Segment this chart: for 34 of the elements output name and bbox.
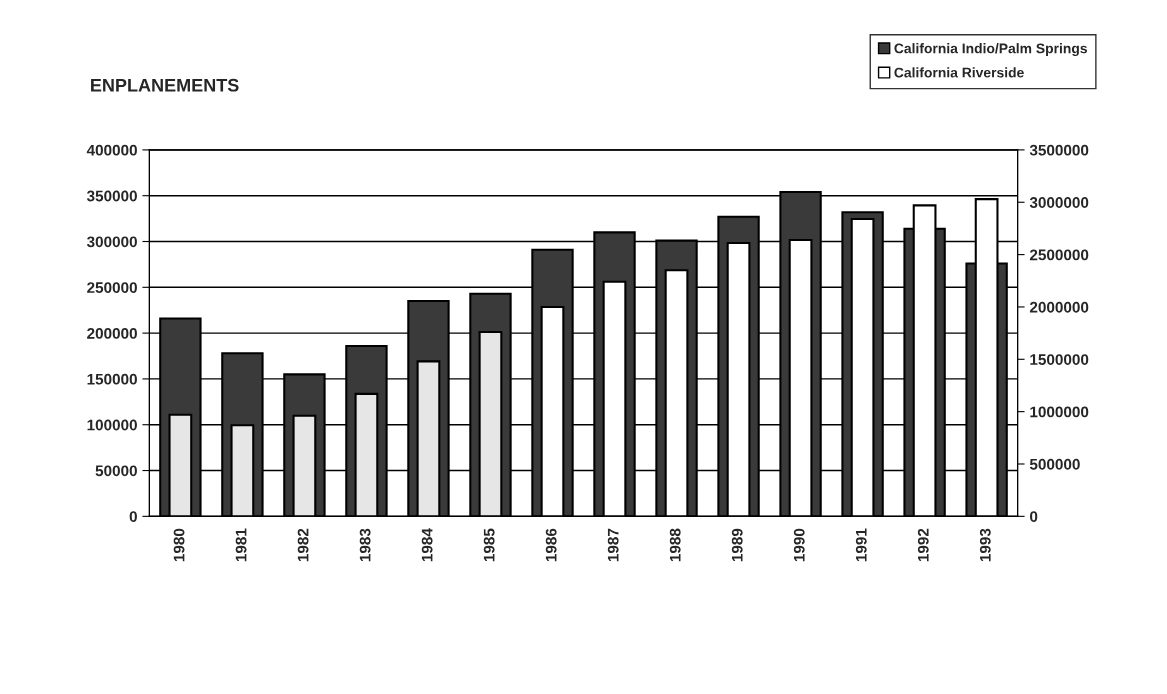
x-tick-label: 1990 [793, 528, 805, 562]
y-tick-label: 0 [129, 511, 137, 523]
y2-tick-label: 3500000 [1029, 144, 1089, 156]
y-tick-label: 100000 [87, 419, 137, 431]
x-tick-label: 1985 [483, 528, 495, 562]
y-tick-label: 150000 [87, 373, 137, 385]
y-tick-label: 400000 [86, 144, 137, 156]
y2-tick-label: 500000 [1029, 458, 1080, 470]
y2-tick-label: 3000000 [1029, 197, 1089, 208]
x-tick-label: 1986 [545, 528, 557, 562]
y-tick-label: 250000 [87, 282, 137, 293]
y2-tick-label: 1500000 [1030, 354, 1089, 365]
legend-label: California Indio/Palm Springs [894, 43, 1087, 57]
x-tick-label: 1983 [359, 528, 371, 562]
x-tick-label: 1991 [855, 528, 867, 562]
x-tick-label: 1988 [669, 528, 681, 562]
x-tick-label: 1980 [173, 528, 185, 562]
y2-tick-label: 1000000 [1030, 406, 1089, 418]
y2-tick-label: 2000000 [1029, 301, 1089, 313]
y-tick-label: 350000 [86, 190, 137, 202]
y2-tick-label: 0 [1030, 511, 1038, 523]
x-tick-label: 1992 [917, 528, 929, 562]
legend-label: California Riverside [894, 67, 1024, 78]
y-tick-label: 50000 [95, 465, 137, 477]
x-tick-label: 1987 [607, 528, 619, 562]
x-tick-label: 1982 [297, 528, 309, 562]
x-tick-label: 1993 [979, 528, 991, 562]
chart-title: ENPLANEMENTS [91, 78, 239, 92]
y2-tick-label: 2500000 [1029, 249, 1089, 261]
x-tick-label: 1981 [235, 528, 247, 562]
y-tick-label: 200000 [87, 327, 137, 339]
y-tick-label: 300000 [86, 236, 137, 248]
x-tick-label: 1984 [421, 528, 433, 562]
x-tick-label: 1989 [731, 528, 743, 562]
